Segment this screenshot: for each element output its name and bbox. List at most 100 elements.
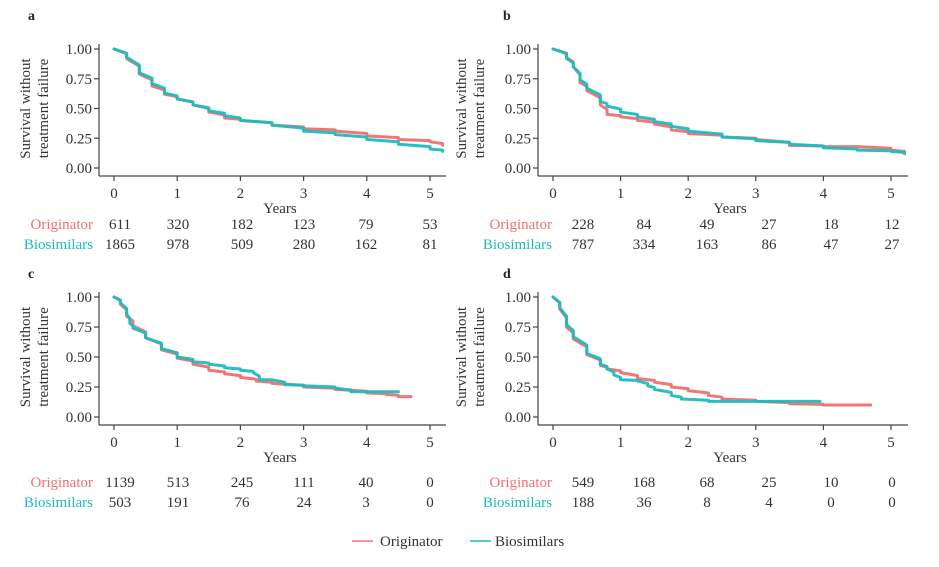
x-tick-label: 2 — [237, 186, 245, 202]
x-tick-label: 1 — [173, 186, 181, 202]
y-tick-label: 0.50 — [66, 102, 92, 118]
risk-table-value: 978 — [167, 237, 190, 253]
x-tick-label: 4 — [363, 435, 371, 451]
x-tick-label: 1 — [173, 435, 181, 451]
risk-table-value: 81 — [423, 237, 438, 253]
survival-curve-originator — [551, 295, 873, 407]
y-tick-label: 0.75 — [505, 72, 531, 88]
risk-table-value: 123 — [293, 217, 316, 233]
risk-table-value: 334 — [633, 237, 656, 253]
risk-table-value: 76 — [235, 495, 251, 511]
risk-table-value: 787 — [572, 237, 595, 253]
risk-table-value: 0 — [426, 475, 434, 491]
x-tick-label: 5 — [426, 186, 434, 202]
x-tick-label: 5 — [887, 435, 895, 451]
y-axis-title-line2: treatment failure — [472, 307, 488, 407]
x-tick-label: 2 — [237, 435, 245, 451]
risk-table-label-originator: Originator — [31, 475, 93, 491]
risk-table-value: 47 — [824, 237, 840, 253]
y-axis-title-line2: treatment failure — [36, 58, 52, 158]
risk-table-value: 86 — [762, 237, 778, 253]
risk-table-value: 79 — [359, 217, 374, 233]
y-axis-title-line2: treatment failure — [36, 307, 52, 407]
risk-table-value: 27 — [885, 237, 901, 253]
risk-table-value: 245 — [231, 475, 254, 491]
x-tick-label: 3 — [300, 186, 308, 202]
risk-table-value: 191 — [167, 495, 190, 511]
y-axis-title-line1: Survival without — [18, 57, 34, 158]
survival-curve-originator — [112, 295, 413, 399]
y-axis-title-line1: Survival without — [454, 306, 470, 407]
risk-table-value: 1865 — [105, 237, 135, 253]
x-tick-label: 2 — [684, 186, 692, 202]
survival-curve-biosimilars — [112, 295, 400, 394]
survival-curve-biosimilars — [551, 47, 907, 156]
risk-table-value: 36 — [637, 495, 653, 511]
risk-table-value: 611 — [109, 217, 131, 233]
y-tick-label: 1.00 — [66, 42, 92, 58]
risk-table-value: 228 — [572, 217, 595, 233]
y-tick-label: 0.00 — [505, 410, 531, 426]
panel-label: c — [28, 267, 34, 282]
risk-table-value: 280 — [293, 237, 316, 253]
risk-table-value: 163 — [696, 237, 719, 253]
legend-label-originator: Originator — [380, 534, 442, 550]
x-axis-title: Years — [263, 201, 297, 217]
y-tick-label: 1.00 — [66, 290, 92, 306]
risk-table-label-biosimilars: Biosimilars — [24, 237, 93, 253]
panel-label: b — [503, 9, 511, 24]
risk-table-value: 182 — [231, 217, 254, 233]
risk-table-value: 40 — [359, 475, 374, 491]
risk-table-value: 24 — [297, 495, 313, 511]
y-tick-label: 1.00 — [505, 290, 531, 306]
x-tick-label: 4 — [820, 435, 828, 451]
x-tick-label: 5 — [887, 186, 895, 202]
risk-table-value: 1139 — [105, 475, 134, 491]
risk-table-value: 188 — [572, 495, 595, 511]
x-tick-label: 0 — [549, 435, 557, 451]
panel-d: d 0.00 0.25 0.50 0.75 1.00 0 1 2 3 4 5 Years Survival… — [454, 267, 908, 511]
y-tick-label: 0.75 — [505, 320, 531, 336]
y-tick-label: 0.50 — [505, 102, 531, 118]
risk-table-value: 49 — [700, 217, 715, 233]
risk-table-value: 111 — [293, 475, 314, 491]
y-tick-label: 0.00 — [505, 161, 531, 177]
risk-table-value: 4 — [765, 495, 773, 511]
risk-table-value: 509 — [231, 237, 254, 253]
y-tick-label: 0.00 — [66, 161, 92, 177]
survival-curve-originator — [112, 47, 445, 147]
y-tick-label: 0.25 — [505, 380, 531, 396]
risk-table-value: 0 — [888, 495, 896, 511]
risk-table-label-originator: Originator — [490, 475, 552, 491]
risk-table-value: 0 — [426, 495, 434, 511]
x-tick-label: 3 — [752, 435, 760, 451]
risk-table-value: 0 — [827, 495, 835, 511]
risk-table-value: 10 — [824, 475, 839, 491]
x-tick-label: 0 — [110, 435, 118, 451]
risk-table-label-originator: Originator — [31, 217, 93, 233]
y-tick-label: 0.25 — [66, 131, 92, 147]
x-tick-label: 3 — [752, 186, 760, 202]
y-tick-label: 0.25 — [505, 131, 531, 147]
risk-table-value: 8 — [703, 495, 711, 511]
y-axis-title-line2: treatment failure — [472, 58, 488, 158]
risk-table-value: 168 — [633, 475, 656, 491]
panel-label: a — [28, 9, 35, 24]
risk-table-value: 12 — [885, 217, 900, 233]
x-tick-label: 0 — [549, 186, 557, 202]
y-tick-label: 0.75 — [66, 72, 92, 88]
risk-table-value: 513 — [167, 475, 190, 491]
y-axis-title-line1: Survival without — [18, 306, 34, 407]
y-tick-label: 0.25 — [66, 380, 92, 396]
risk-table-value: 53 — [423, 217, 438, 233]
x-tick-label: 0 — [110, 186, 118, 202]
risk-table-label-biosimilars: Biosimilars — [483, 237, 552, 253]
y-axis-title-line1: Survival without — [454, 57, 470, 158]
x-tick-label: 2 — [684, 435, 692, 451]
risk-table-value: 162 — [355, 237, 378, 253]
y-tick-label: 1.00 — [505, 42, 531, 58]
survival-curve-biosimilars — [112, 47, 445, 153]
risk-table-value: 84 — [637, 217, 653, 233]
y-tick-label: 0.75 — [66, 320, 92, 336]
